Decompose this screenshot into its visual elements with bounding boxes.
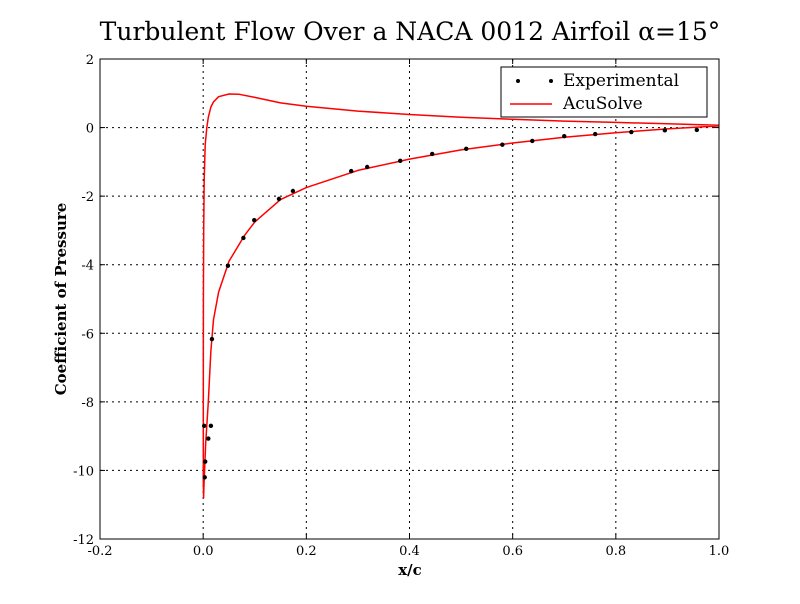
y-tick-label: -10	[73, 464, 94, 479]
y-tick-label: -12	[73, 533, 94, 548]
experimental-point	[365, 164, 370, 170]
y-axis-label: Coefficient of Pressure	[52, 203, 70, 396]
legend-marker-experimental	[549, 79, 553, 83]
x-tick-label: 0.0	[193, 544, 214, 559]
experimental-point	[209, 336, 215, 342]
legend-box	[500, 66, 708, 118]
legend-label-acusolve: AcuSolve	[562, 94, 643, 114]
experimental-point	[290, 188, 296, 194]
plot-series	[201, 93, 720, 499]
legend: Experimental AcuSolve	[500, 66, 708, 118]
experimental-point	[252, 217, 257, 223]
experimental-point	[500, 142, 505, 147]
x-tick-label: 0.2	[296, 544, 317, 559]
y-tick-label: 0	[86, 122, 94, 137]
y-tick-label: -8	[81, 396, 94, 411]
experimental-point	[694, 127, 700, 133]
experimental-point	[241, 235, 246, 241]
experimental-point	[530, 138, 535, 144]
ticks: -0.2 0.0 0.2 0.4 0.6 0.8 1.0 -12 -10 -8 -6 -4 -2 0 2	[73, 53, 729, 559]
experimental-point	[276, 196, 282, 202]
chart-title: Turbulent Flow Over a NACA 0012 Airfoil …	[100, 17, 721, 46]
x-tick-label: -0.2	[87, 544, 112, 559]
acusolve-line	[202, 93, 720, 499]
y-tick-label: -4	[81, 259, 94, 274]
grid	[99, 58, 720, 540]
experimental-point	[464, 146, 469, 152]
experimental-point	[562, 133, 567, 139]
y-tick-label: 2	[86, 53, 94, 68]
legend-marker-experimental	[516, 79, 520, 83]
plot-frame	[99, 58, 720, 540]
experimental-point	[629, 129, 634, 135]
experimental-point	[398, 158, 403, 164]
y-tick-label: -6	[81, 327, 94, 342]
x-tick-label: 0.4	[399, 544, 420, 559]
experimental-point	[202, 475, 207, 480]
legend-label-experimental: Experimental	[563, 71, 679, 91]
experimental-point	[662, 128, 668, 133]
x-axis-label: x/c	[398, 561, 422, 579]
x-tick-label: 1.0	[709, 544, 730, 559]
experimental-point	[201, 423, 207, 429]
experimental-point	[206, 436, 211, 441]
experimental-point	[593, 131, 598, 137]
experimental-point	[203, 459, 208, 464]
x-tick-label: 0.8	[605, 544, 626, 559]
y-tick-label: -2	[81, 190, 94, 205]
experimental-point	[429, 151, 435, 157]
experimental-point	[349, 168, 354, 174]
experimental-point	[208, 423, 214, 429]
x-tick-label: 0.6	[502, 544, 523, 559]
experimental-point	[225, 263, 231, 268]
